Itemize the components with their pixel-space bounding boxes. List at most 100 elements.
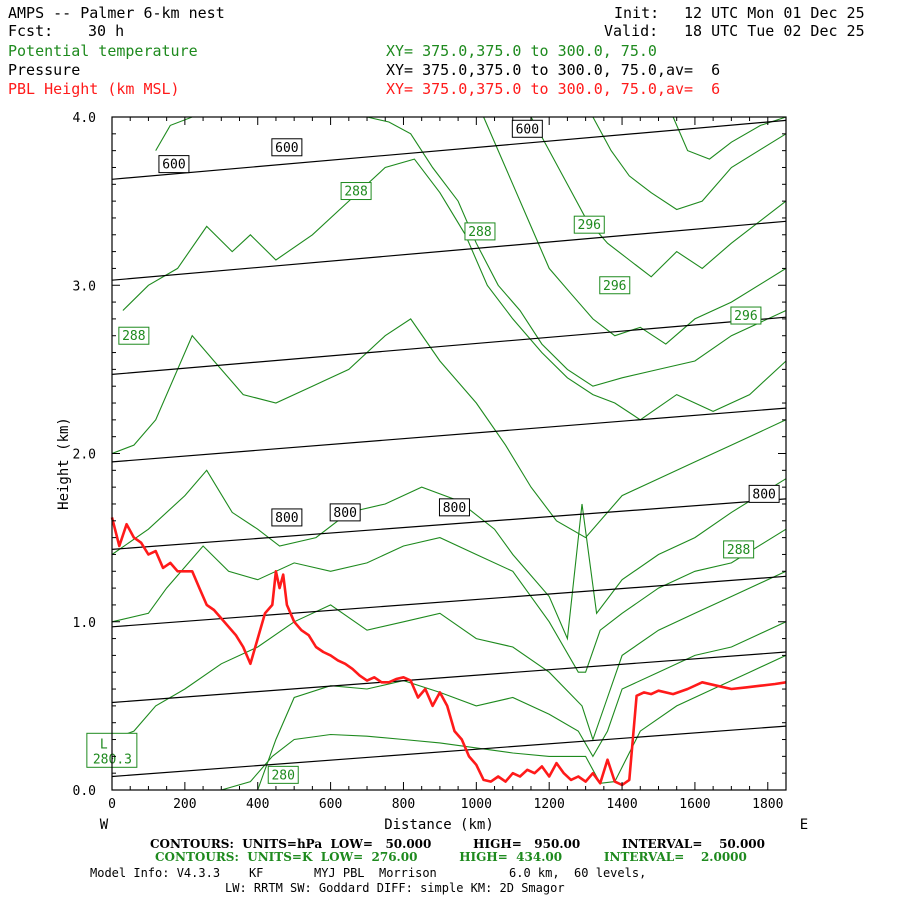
pbl-series <box>110 517 787 787</box>
theta-label-5-box <box>599 276 631 295</box>
init-value: 12 UTC Mon 01 Dec 25 <box>684 4 865 22</box>
field-theta-name: Potential temperature <box>8 42 198 60</box>
theta-label-3-box <box>118 326 150 345</box>
theta-label-8-text: 280 <box>271 768 294 783</box>
pressure-label-2-text: 600 <box>275 141 298 156</box>
pressure-label-7-box <box>748 484 780 503</box>
pressure-contour-750 <box>111 407 787 463</box>
theta-contour-7 <box>122 158 787 421</box>
pressure-contour-850 <box>111 575 787 628</box>
y-tick-label-2: 2.0 <box>73 448 96 463</box>
pressure-label-7-text: 800 <box>752 487 775 502</box>
theta-label-4-box <box>573 215 605 234</box>
pbl-height-line <box>110 517 787 787</box>
theta-label-5: 296 <box>599 276 631 295</box>
west-label: W <box>100 817 109 833</box>
pressure-contour-950 <box>111 725 787 778</box>
theta-label-1-text: 288 <box>344 185 367 200</box>
theta-label-1-box <box>340 182 372 201</box>
theta-label-8: 280 <box>267 765 299 784</box>
valid-value: 18 UTC Tue 02 Dec 25 <box>684 22 865 40</box>
field-pressure-name: Pressure <box>8 61 81 79</box>
field-theta-xy: XY= 375.0,375.0 to 300.0, 75.0 <box>386 42 657 60</box>
pressure-label-5-text: 800 <box>333 506 356 521</box>
field-pbl-xy: XY= 375.0,375.0 to 300.0, 75.0,av= 6 <box>386 80 721 98</box>
theta-contour-1 <box>221 654 787 791</box>
x-tick-label-1400: 1400 <box>606 797 637 812</box>
theta-label-3: 288 <box>118 326 150 345</box>
theta-label-4: 296 <box>573 215 605 234</box>
pressure-label-1-text: 600 <box>162 158 185 173</box>
theta-label-5-text: 296 <box>603 279 626 294</box>
x-tick-label-1800: 1800 <box>752 797 783 812</box>
contour-labels: 600 600 600 800 800 800 800 288 288 288 296 296 296 2… <box>86 119 780 784</box>
x-tick-label-600: 600 <box>319 797 342 812</box>
theta-label-7: 288 <box>723 540 755 559</box>
theta-label-6-box <box>730 306 762 325</box>
fcst-value: 30 h <box>88 22 125 40</box>
pressure-label-6: 800 <box>438 498 470 517</box>
chart-title: AMPS -- Palmer 6-km nest <box>8 4 225 22</box>
theta-label-7-box <box>723 540 755 559</box>
pressure-contour-600 <box>111 119 787 180</box>
pressure-contour-900 <box>111 651 787 704</box>
footer-theta-contours: CONTOURS: UNITS=K LOW= 276.00 HIGH= 434.… <box>155 850 747 864</box>
x-tick-label-800: 800 <box>392 797 415 812</box>
valid-label: Valid: <box>604 22 659 40</box>
footer-pressure-contours: CONTOURS: UNITS=hPa LOW= 50.000 HIGH= 95… <box>150 837 766 851</box>
y-tick-label-4: 4.0 <box>73 111 96 126</box>
theta-label-7-text: 288 <box>727 543 750 558</box>
theta-contour-2 <box>257 621 787 791</box>
x-axis-label: Distance (km) <box>384 817 494 833</box>
theta-label-2-box <box>464 222 496 241</box>
theta-label-6-text: 296 <box>734 309 757 324</box>
pressure-label-5: 800 <box>329 503 361 522</box>
theta-contour-10 <box>530 116 787 278</box>
theta-label-8-box <box>267 765 299 784</box>
pressure-label-4-text: 800 <box>275 511 298 526</box>
pressure-label-3-box <box>511 119 543 138</box>
pressure-contours <box>111 119 787 778</box>
low-marker-letter: L <box>100 737 108 752</box>
theta-label-6: 296 <box>730 306 762 325</box>
theta-label-1: 288 <box>340 182 372 201</box>
pressure-label-3-text: 600 <box>516 122 539 137</box>
pressure-label-2-box <box>271 138 303 157</box>
pressure-contour-800 <box>111 498 787 550</box>
theta-contour-9 <box>483 116 787 345</box>
y-tick-label-0: 0.0 <box>73 784 96 799</box>
theta-label-3-text: 288 <box>122 329 145 344</box>
y-tick-label-1: 1.0 <box>73 616 96 631</box>
theta-label-2: 288 <box>464 222 496 241</box>
x-tick-label-1000: 1000 <box>461 797 492 812</box>
pressure-label-6-box <box>438 498 470 517</box>
pressure-label-3: 600 <box>511 119 543 138</box>
x-tick-label-0: 0 <box>108 797 116 812</box>
pressure-label-6-text: 800 <box>443 501 466 516</box>
theta-contour-8 <box>155 116 787 387</box>
pressure-contour-650 <box>111 220 787 281</box>
pressure-label-7: 800 <box>748 484 780 503</box>
theta-contour-12 <box>672 116 787 160</box>
x-tick-label-200: 200 <box>173 797 196 812</box>
cross-section-chart: 600 600 600 800 800 800 800 288 288 288 296 296 296 2… <box>56 111 808 833</box>
footer-physics-info: LW: RRTM SW: Goddard DIFF: simple KM: 2D… <box>225 881 565 895</box>
fcst-label: Fcst: <box>8 22 54 40</box>
init-label: Init: <box>614 4 660 22</box>
theta-contour-5 <box>111 469 787 641</box>
pressure-label-1: 600 <box>158 155 190 174</box>
pressure-label-1-box <box>158 155 190 174</box>
pressure-contour-700 <box>111 316 787 375</box>
x-tick-label-1200: 1200 <box>534 797 565 812</box>
field-pbl-name: PBL Height (km MSL) <box>8 80 180 98</box>
pressure-label-2: 600 <box>271 138 303 157</box>
field-pressure-xy: XY= 375.0,375.0 to 300.0, 75.0,av= 6 <box>386 61 721 79</box>
theta-label-2-text: 288 <box>468 225 491 240</box>
theta-contour-4 <box>111 528 787 673</box>
x-tick-label-400: 400 <box>246 797 269 812</box>
theta-contour-11 <box>592 116 787 211</box>
x-tick-label-1600: 1600 <box>679 797 710 812</box>
theta-contour-6 <box>111 318 787 539</box>
y-axis-label: Height (km) <box>56 417 72 510</box>
footer-model-info: Model Info: V4.3.3 KF MYJ PBL Morrison 6… <box>90 866 647 880</box>
